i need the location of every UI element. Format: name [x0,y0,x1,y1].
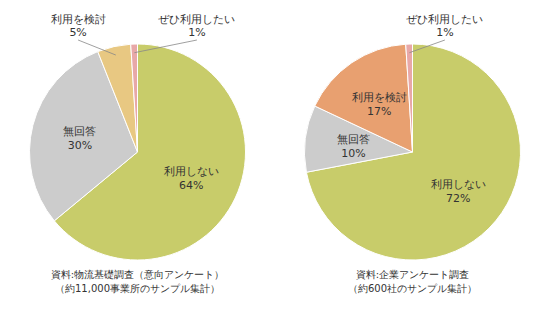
caption: （約600社のサンプル集計） [348,283,477,294]
slice [98,44,138,152]
leader-line [134,40,197,53]
slices [305,44,521,260]
pie-chart: 利用しない64% 無回答30% 利用を検討5% ぜひ利用したい1% 資料:物流基礎調査（… [30,13,246,294]
slices [30,44,246,260]
value-label: 1% [188,26,205,39]
value-label: 5% [69,26,86,39]
slice-label: 無回答 [63,125,96,138]
slice-label: 利用しない [431,178,486,191]
slice-label: 利用しない [164,165,219,178]
slice-label: ぜひ利用したい [406,13,483,26]
slice [406,44,413,152]
caption: 資料:企業アンケート調査 [356,269,469,280]
caption: （約11,000事業所のサンプル集計） [55,283,220,294]
figure: 利用しない64%無回答30%利用を検討5%ぜひ利用したい1%資料:物流基礎調査（… [0,0,550,321]
slice-label: 無回答 [337,133,370,146]
value-label: 72% [446,192,470,205]
slice-label: 利用を検討 [51,13,106,26]
value-label: 30% [68,139,92,152]
slice [315,44,413,152]
value-label: 10% [341,147,365,160]
caption: 資料:物流基礎調査（意向アンケート） [51,269,224,280]
data-labels: 利用しない64% 無回答30% 利用を検討5% ぜひ利用したい1% [51,13,236,192]
pie-chart: 利用しない72% 無回答10% 利用を検討17% ぜひ利用したい1% 資料:企業アンケー… [305,13,521,294]
leader-line [78,40,116,55]
leader-line [409,40,445,53]
value-label: 1% [436,26,453,39]
slice-label: 利用を検討 [352,91,407,104]
slice [131,44,138,152]
value-label: 17% [367,105,391,118]
data-labels: 利用しない72% 無回答10% 利用を検討17% ぜひ利用したい1% [337,13,486,205]
value-label: 64% [179,179,203,192]
slice-label: ぜひ利用したい [158,13,235,26]
